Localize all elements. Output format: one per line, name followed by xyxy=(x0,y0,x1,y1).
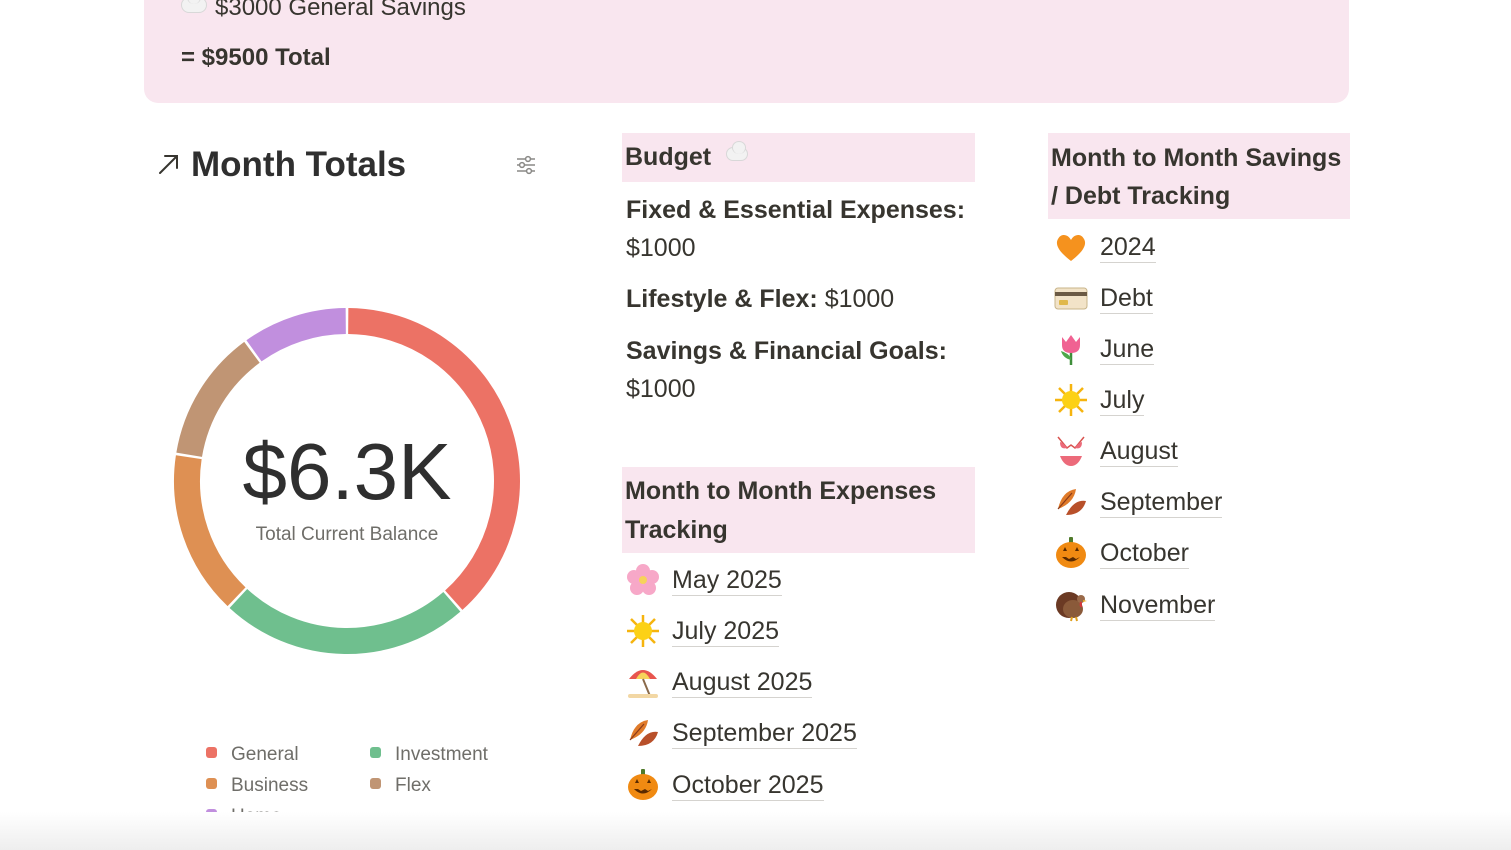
donut-slice-flex[interactable] xyxy=(176,341,260,458)
general-savings-text: $3000 General Savings xyxy=(215,0,466,21)
chart-settings-icon[interactable] xyxy=(514,153,538,177)
donut-slice-investment[interactable] xyxy=(229,588,461,654)
legend-swatch xyxy=(206,747,217,759)
month-totals-title[interactable]: Month Totals xyxy=(191,145,407,184)
jack-o-lantern-icon xyxy=(628,769,658,800)
legend-swatch xyxy=(206,778,217,790)
total-balance-donut-chart[interactable]: $6.3K Total Current Balance xyxy=(172,306,522,656)
expenses-link-may-2025[interactable]: May 2025 xyxy=(626,560,782,600)
credit-card-icon xyxy=(1054,287,1088,310)
arrow-up-right-icon[interactable] xyxy=(155,150,183,178)
orange-heart-icon xyxy=(1056,234,1086,261)
budget-item-savings: Savings & Financial Goals: $1000 xyxy=(626,337,947,403)
expenses-link-july-2025[interactable]: July 2025 xyxy=(626,611,780,651)
savings-link-debt[interactable]: Debt xyxy=(1054,278,1153,318)
legend-item-investment[interactable]: Investment xyxy=(370,744,488,766)
budget-heading: Budget xyxy=(622,133,975,182)
expenses-link-august-2025[interactable]: August 2025 xyxy=(626,662,813,702)
legend-item-business[interactable]: Business xyxy=(206,775,308,797)
general-savings-line: $3000 General Savings xyxy=(181,0,466,22)
window-bottom-edge xyxy=(0,812,1511,850)
total-line: = $9500 Total xyxy=(181,44,331,71)
jack-o-lantern-icon xyxy=(1056,537,1086,568)
total-balance-value: $6.3K xyxy=(242,427,451,516)
donut-slice-general[interactable] xyxy=(348,308,520,610)
legend-swatch xyxy=(370,778,381,790)
tulip-icon xyxy=(1061,335,1080,365)
bikini-icon xyxy=(1057,436,1085,466)
cloud-icon xyxy=(181,0,207,13)
savings-link-november[interactable]: November xyxy=(1054,585,1216,625)
savings-link-october[interactable]: October xyxy=(1054,533,1189,573)
legend-item-general[interactable]: General xyxy=(206,744,299,766)
savings-link-september[interactable]: September xyxy=(1054,482,1223,522)
savings-link-june[interactable]: June xyxy=(1054,329,1155,369)
legend-swatch xyxy=(370,747,381,759)
fallen-leaf-icon xyxy=(629,720,658,746)
expenses-link-october-2025[interactable]: October 2025 xyxy=(626,765,824,805)
cherry-blossom-icon xyxy=(627,564,659,595)
beach-umbrella-icon xyxy=(628,670,658,698)
turkey-icon xyxy=(1056,592,1087,622)
savings-debt-tracking-heading: Month to Month Savings / Debt Tracking xyxy=(1048,133,1350,219)
expenses-tracking-heading: Month to Month Expenses Tracking xyxy=(622,467,975,553)
sun-icon xyxy=(627,615,659,647)
donut-slice-business[interactable] xyxy=(174,455,246,607)
savings-link-august[interactable]: August xyxy=(1054,431,1178,471)
fallen-leaf-icon xyxy=(1057,489,1086,515)
budget-item-fixed: Fixed & Essential Expenses: $1000 xyxy=(626,196,966,262)
sun-icon xyxy=(1055,384,1087,416)
expenses-link-september-2025[interactable]: September 2025 xyxy=(626,713,857,753)
budget-item-lifestyle: Lifestyle & Flex: $1000 xyxy=(626,285,895,313)
donut-slice-home[interactable] xyxy=(246,308,347,362)
savings-link-july[interactable]: July xyxy=(1054,380,1145,420)
cloud-icon xyxy=(726,141,749,162)
legend-item-flex[interactable]: Flex xyxy=(370,775,431,797)
savings-summary-callout: $3000 General Savings = $9500 Total xyxy=(144,0,1349,103)
savings-link-2024[interactable]: 2024 xyxy=(1054,227,1156,267)
total-balance-label: Total Current Balance xyxy=(256,524,439,545)
